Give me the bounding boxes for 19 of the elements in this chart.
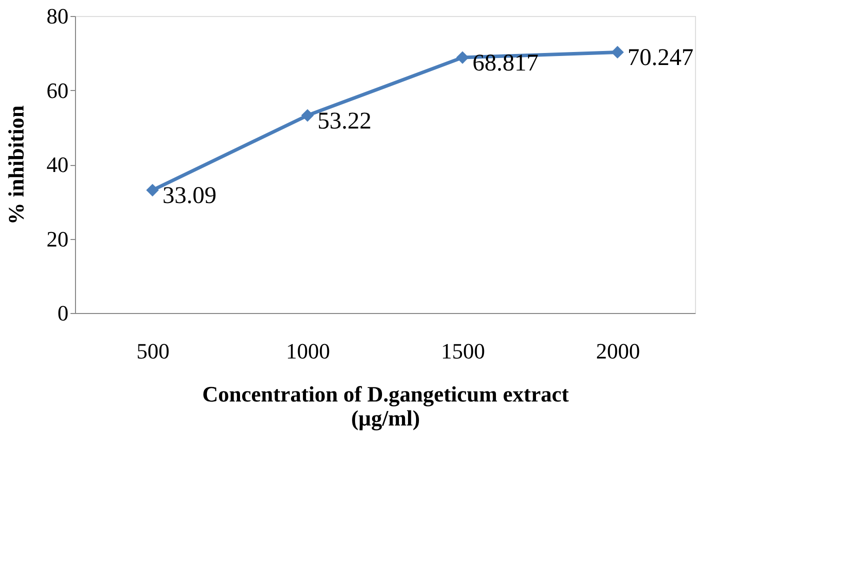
x-axis-title: Concentration of D.gangeticum extract (µg/ml) <box>202 382 570 430</box>
point <box>146 184 159 196</box>
y-tick-label: 40 <box>46 152 68 177</box>
x-tick-label: 500 <box>136 338 170 364</box>
data-label: 68.817 <box>472 50 538 77</box>
y-tick-label: 60 <box>46 78 68 103</box>
y-axis-title: % inhibition <box>4 105 28 225</box>
point <box>611 46 624 59</box>
y-tick-label: 80 <box>46 4 68 28</box>
x-tick-label: 1500 <box>441 338 485 364</box>
point <box>456 51 469 64</box>
point <box>301 109 314 122</box>
y-tick-label: 0 <box>58 300 68 326</box>
data-label: 70.247 <box>628 45 694 72</box>
y-tick-label: 20 <box>46 226 68 252</box>
x-tick-label: 1000 <box>286 338 330 364</box>
x-tick-label: 2000 <box>596 338 640 364</box>
data-label: 53.22 <box>318 108 372 134</box>
data-label: 33.09 <box>162 183 216 210</box>
